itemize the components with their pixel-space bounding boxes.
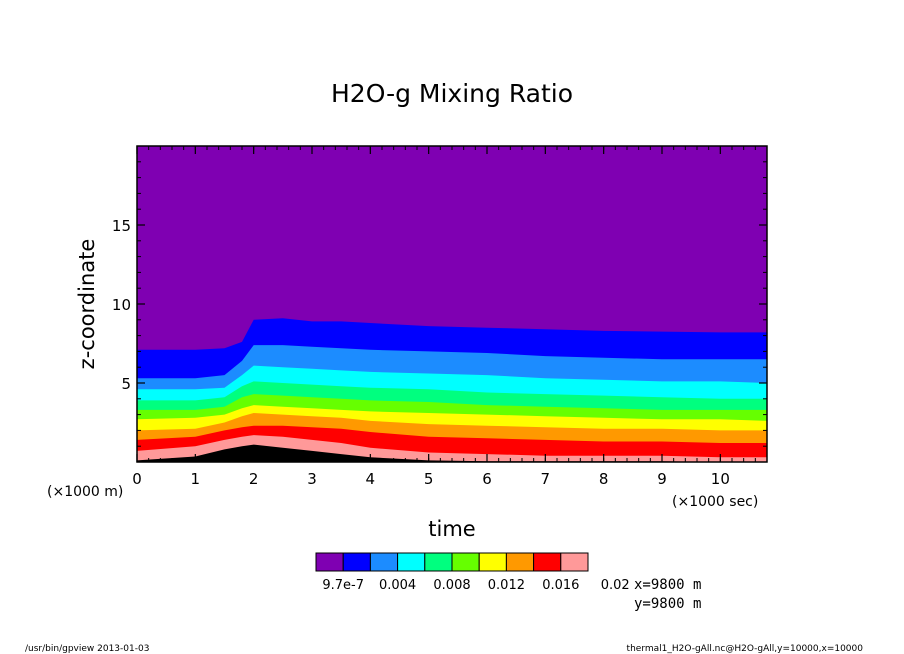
y-axis-unit: (×1000 m)	[47, 484, 123, 500]
x-tick-label: 5	[424, 470, 434, 488]
x-axis-label: time	[428, 517, 475, 541]
colorbar-level-label: 0.004	[379, 578, 416, 593]
colorbar-level-label: 0.012	[488, 578, 525, 593]
colorbar-swatch	[397, 552, 426, 572]
x-tick-label: 1	[191, 470, 201, 488]
y-tick-label: 5	[121, 375, 131, 393]
y-axis-label: z-coordinate	[75, 239, 99, 370]
colorbar-level-label: 0.02	[601, 578, 630, 593]
colorbar-swatch	[369, 552, 399, 572]
colorbar-labels: 9.7e-7 0.004 0.008 0.012 0.016 0.02	[322, 578, 629, 593]
colorbar-swatch	[315, 552, 344, 572]
contour-band-10	[137, 444, 767, 462]
colorbar-swatch	[560, 552, 589, 572]
y-tick-label: 15	[112, 217, 131, 235]
axis-ticks: 0 1 2 3 4 5 6 7 8 9 10 5 10 15	[112, 145, 768, 488]
x-tick-label: 6	[482, 470, 492, 488]
x-tick-label: 3	[307, 470, 317, 488]
colorbar	[315, 552, 589, 572]
x-tick-label: 10	[711, 470, 730, 488]
colorbar-swatch	[451, 552, 480, 572]
x-tick-label: 7	[541, 470, 551, 488]
position-y: y=9800 m	[634, 596, 701, 612]
colorbar-level-label: 0.008	[433, 578, 470, 593]
x-tick-label: 8	[599, 470, 609, 488]
x-tick-label: 2	[249, 470, 259, 488]
colorbar-swatch	[424, 552, 453, 572]
colorbar-swatch	[478, 552, 507, 572]
x-tick-label: 4	[366, 470, 376, 488]
position-x: x=9800 m	[634, 577, 701, 593]
footer-left: /usr/bin/gpview 2013-01-03	[25, 644, 149, 654]
colorbar-swatch	[505, 552, 535, 572]
colorbar-swatch	[533, 552, 562, 572]
y-tick-label: 10	[112, 296, 131, 314]
footer-right: thermal1_H2O-gAll.nc@H2O-gAll,y=10000,x=…	[627, 644, 864, 654]
colorbar-level-label: 0.016	[542, 578, 579, 593]
x-axis-unit: (×1000 sec)	[672, 494, 758, 510]
chart-title: H2O-g Mixing Ratio	[331, 79, 573, 108]
x-tick-label: 0	[132, 470, 142, 488]
colorbar-level-label: 9.7e-7	[322, 578, 364, 593]
colorbar-swatch	[342, 552, 371, 572]
x-tick-label: 9	[657, 470, 667, 488]
contour-fill-layer	[137, 146, 767, 462]
